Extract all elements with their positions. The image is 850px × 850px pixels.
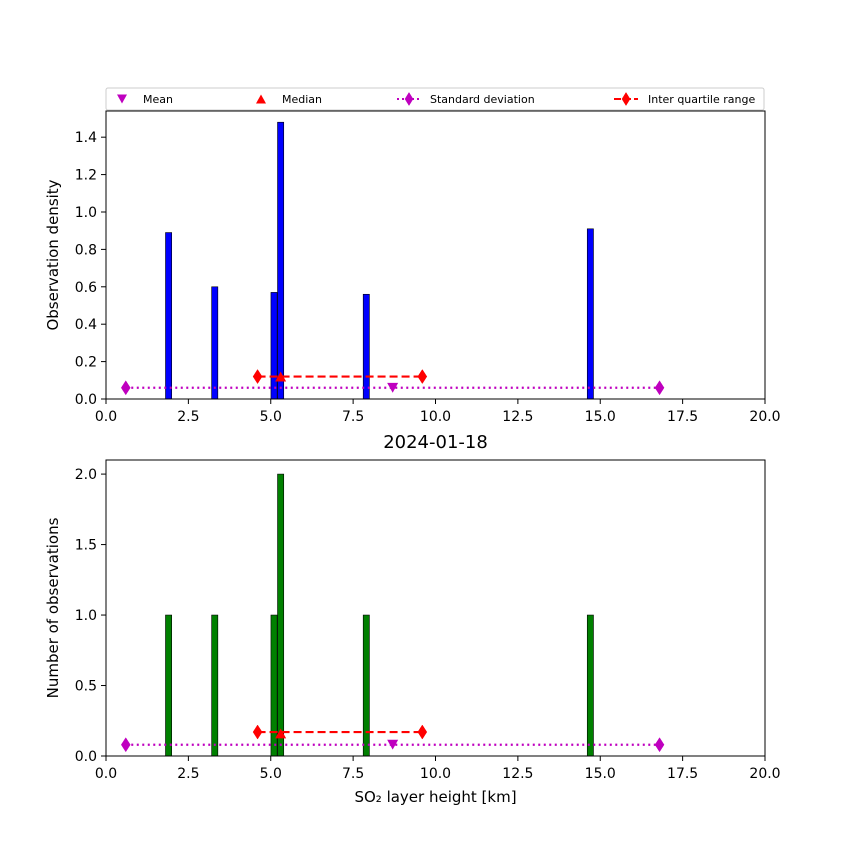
x-tick-label: 5.0 — [260, 409, 282, 425]
y-axis-label: Number of observations — [44, 517, 62, 698]
histogram-bar — [211, 614, 219, 757]
x-tick-label: 10.0 — [420, 766, 451, 782]
x-tick-label: 2.5 — [177, 409, 199, 425]
x-tick-label: 10.0 — [420, 409, 451, 425]
histogram-bar — [277, 473, 285, 757]
median-marker — [275, 728, 287, 739]
std-deviation-marker — [120, 737, 131, 753]
y-tick-label: 1.0 — [75, 205, 97, 221]
legend-label: Inter quartile range — [648, 93, 755, 106]
x-tick-label: 12.5 — [502, 766, 533, 782]
y-tick-label: 0.6 — [75, 280, 97, 296]
x-tick-label: 5.0 — [260, 766, 282, 782]
iqr-marker — [252, 724, 263, 740]
density-plot: 0.0 2.5 5.0 7.5 10.0 12.5 15.0 17.5 20.0 0.0 0.2 0.… — [44, 110, 781, 425]
histogram-bar — [211, 286, 219, 400]
x-tick-label: 15.0 — [585, 409, 616, 425]
y-tick-label: 1.4 — [75, 130, 97, 146]
legend-diamond-marker — [621, 92, 631, 106]
y-tick-label: 1.5 — [75, 538, 97, 554]
iqr-marker — [417, 724, 428, 740]
x-tick-label: 0.0 — [95, 409, 117, 425]
std-deviation-marker — [120, 380, 131, 396]
y-tick-label: 0.8 — [75, 242, 97, 258]
y-tick-label: 0.5 — [75, 679, 97, 695]
histogram-bar — [270, 614, 278, 757]
median-marker — [275, 371, 287, 382]
legend: Mean Median Standard deviation Inter quarti… — [105, 87, 765, 111]
x-tick-label: 7.5 — [342, 766, 364, 782]
x-tick-label: 20.0 — [749, 409, 780, 425]
x-tick-label: 0.0 — [95, 766, 117, 782]
legend-label: Mean — [143, 93, 173, 106]
x-tick-label: 7.5 — [342, 409, 364, 425]
y-tick-label: 1.0 — [75, 608, 97, 624]
x-tick-label: 17.5 — [667, 409, 698, 425]
histogram-bar — [586, 228, 594, 400]
legend-diamond-marker — [404, 92, 414, 106]
plot-title: 2024-01-18 — [383, 432, 488, 453]
histogram-bar — [362, 614, 370, 757]
mean-marker — [387, 382, 399, 393]
histogram-bar — [586, 614, 594, 757]
histogram-bar — [362, 293, 370, 400]
histogram-bar — [165, 614, 173, 757]
count-plot: 0.0 2.5 5.0 7.5 10.0 12.5 15.0 17.5 20.0 0.0 0.5 1.… — [44, 432, 781, 806]
legend-median-marker — [256, 94, 266, 104]
y-tick-label: 0.0 — [75, 749, 97, 765]
y-tick-label: 1.2 — [75, 168, 97, 184]
x-tick-label: 15.0 — [585, 766, 616, 782]
legend-label: Median — [282, 93, 322, 106]
y-tick-label: 0.2 — [75, 355, 97, 371]
axes-frame — [105, 110, 766, 400]
std-deviation-marker — [654, 380, 665, 396]
y-tick-label: 0.4 — [75, 317, 97, 333]
legend-mean-marker — [117, 94, 127, 104]
x-tick-label: 20.0 — [749, 766, 780, 782]
y-tick-label: 0.0 — [75, 392, 97, 408]
legend-box — [105, 87, 765, 111]
x-axis-label: SO₂ layer height [km] — [354, 788, 516, 806]
mean-marker — [387, 739, 399, 750]
std-deviation-marker — [654, 737, 665, 753]
x-tick-label: 17.5 — [667, 766, 698, 782]
axes-frame — [105, 459, 766, 757]
histogram-bar — [277, 121, 285, 400]
x-tick-label: 2.5 — [177, 766, 199, 782]
iqr-marker — [417, 369, 428, 385]
histogram-bar — [270, 292, 278, 400]
iqr-marker — [252, 369, 263, 385]
histogram-bar — [165, 232, 173, 400]
y-tick-label: 2.0 — [75, 467, 97, 483]
y-axis-label: Observation density — [44, 179, 62, 330]
legend-label: Standard deviation — [430, 93, 535, 106]
x-tick-label: 12.5 — [502, 409, 533, 425]
